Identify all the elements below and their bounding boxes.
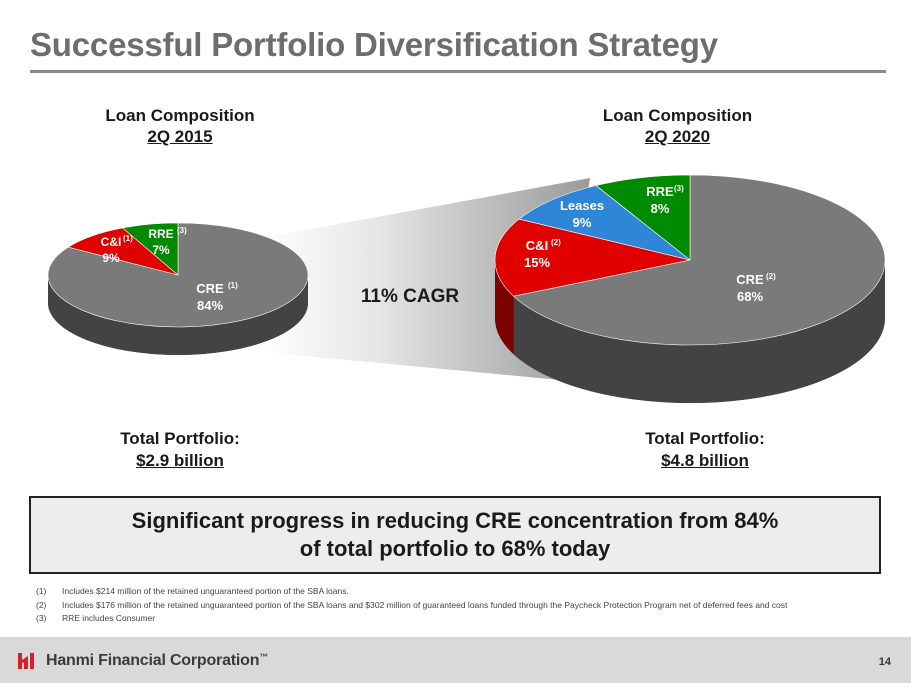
- left-total-label: Total Portfolio:: [120, 429, 240, 448]
- callout-line2: of total portfolio to 68% today: [299, 536, 611, 561]
- hanmi-logo-mark-icon: [18, 653, 34, 669]
- right-chart-heading-period: 2Q 2020: [644, 127, 711, 146]
- right-chart-heading-line1: Loan Composition: [602, 106, 753, 125]
- slide-footer: Hanmi Financial Corporation™ 14: [0, 637, 911, 683]
- right-total-label: Total Portfolio:: [645, 429, 765, 448]
- footnote-number: (3): [36, 613, 47, 623]
- pie-slice-rre: [595, 174, 691, 261]
- pie-slice-cre: [47, 222, 309, 328]
- footnote-number: (1): [36, 586, 47, 596]
- pie-slice-category-label: RRE: [148, 227, 173, 241]
- left-total-value: $2.9 billion: [136, 451, 224, 470]
- page-number: 14: [878, 656, 891, 668]
- pie-slice-category-label: CRE: [736, 272, 764, 287]
- pie-slice-footnote-marker: (3): [674, 184, 684, 193]
- slide-title: Successful Portfolio Diversification Str…: [30, 26, 718, 63]
- pie-slice-ci: [494, 218, 691, 297]
- callout-line1: Significant progress in reducing CRE con…: [131, 508, 779, 533]
- cagr-label: 11% CAGR: [361, 286, 459, 307]
- pie-slice-value-label: 8%: [651, 201, 670, 216]
- pie-slice-category-label: C&I: [526, 238, 548, 253]
- pie-slice-category-label: C&I: [101, 235, 122, 249]
- pie-slice-category-label: Leases: [560, 198, 604, 213]
- footnote-item: (2) Includes $176 million of the retaine…: [36, 600, 876, 612]
- right-chart-heading: Loan Composition 2Q 2020: [575, 105, 780, 147]
- left-chart-heading: Loan Composition 2Q 2015: [80, 105, 280, 147]
- pie-slice-value-label: 84%: [197, 298, 223, 313]
- pie-slice-value-label: 15%: [524, 255, 550, 270]
- footnote-text: Includes $176 million of the retained un…: [62, 599, 788, 610]
- footnotes: (1) Includes $214 million of the retaine…: [36, 586, 876, 627]
- right-total-portfolio: Total Portfolio: $4.8 billion: [605, 428, 805, 472]
- company-name: Hanmi Financial Corporation™: [46, 652, 269, 669]
- pie-slice-value-label: 7%: [152, 243, 170, 257]
- pie-slice-footnote-marker: (2): [551, 238, 561, 247]
- footnote-text: Includes $214 million of the retained un…: [62, 586, 349, 596]
- pie-slice-leases: [518, 185, 691, 261]
- pie-slice-footnote-marker: (1): [123, 234, 133, 243]
- pie-chart-2015: CRE (1)84%C&I (1)9%RRE (3)7%: [47, 222, 309, 355]
- right-total-value: $4.8 billion: [661, 451, 749, 470]
- pie-slice-value-label: 9%: [102, 251, 120, 265]
- pie-slice-wall: [48, 275, 308, 355]
- pie-slice-footnote-marker: (3): [177, 226, 187, 235]
- title-divider: [30, 70, 886, 73]
- left-total-portfolio: Total Portfolio: $2.9 billion: [80, 428, 280, 472]
- pie-slice-category-label: CRE: [196, 281, 224, 296]
- footnote-item: (1) Includes $214 million of the retaine…: [36, 586, 876, 598]
- pie-slice-wall: [513, 260, 885, 404]
- left-chart-heading-line1: Loan Composition: [105, 106, 255, 125]
- left-chart-heading-period: 2Q 2015: [147, 127, 213, 146]
- footnote-number: (2): [36, 599, 47, 610]
- pie-slice-wall: [495, 260, 514, 355]
- pie-slice-value-label: 9%: [573, 215, 592, 230]
- pie-slice-rre: [121, 222, 179, 276]
- footnote-item: (3) RRE includes Consumer: [36, 613, 876, 625]
- key-takeaway-callout: Significant progress in reducing CRE con…: [29, 496, 881, 574]
- company-logo: Hanmi Financial Corporation™: [16, 651, 268, 671]
- pie-slice-category-label: RRE: [646, 184, 674, 199]
- pie-slice-footnote-marker: (1): [228, 281, 238, 290]
- pie-slice-cre: [512, 174, 886, 346]
- footnote-text: RRE includes Consumer: [62, 613, 156, 623]
- pie-slice-value-label: 68%: [737, 289, 763, 304]
- pie-slice-footnote-marker: (2): [766, 272, 776, 281]
